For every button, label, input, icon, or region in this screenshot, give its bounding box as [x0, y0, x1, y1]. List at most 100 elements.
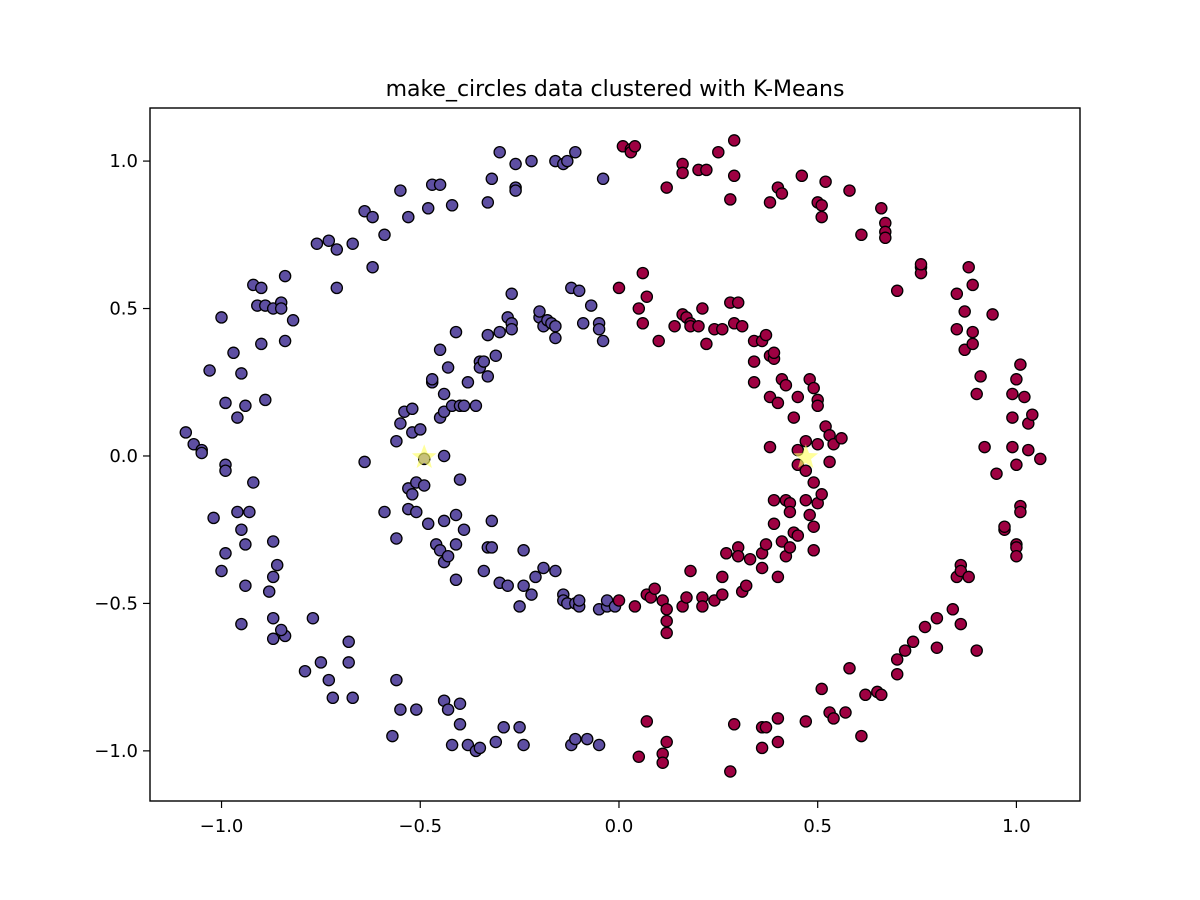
- cluster-1-point-107: [648, 582, 661, 595]
- y-axis-ticks: −1.0 −0.5 0.0 0.5 1.0: [94, 151, 150, 762]
- cluster-0-point-83: [509, 157, 522, 171]
- cluster-1-point-48: [879, 231, 892, 245]
- cluster-0-point-101: [390, 434, 403, 448]
- cluster-1-point-145: [755, 561, 769, 575]
- cluster-0-point-51: [330, 281, 344, 295]
- centroid-star-0: [411, 444, 437, 468]
- cluster-1-point-190: [763, 440, 777, 454]
- cluster-0-point-146: [485, 514, 499, 528]
- cluster-1-point-151: [767, 493, 781, 507]
- cluster-1-point-67: [958, 305, 971, 318]
- cluster-1-point-58: [930, 611, 944, 625]
- cluster-0-point-99: [378, 505, 391, 519]
- cluster-1-point-37: [839, 706, 852, 719]
- points-layer: [179, 134, 1047, 778]
- cluster-1-point-163: [783, 505, 797, 519]
- cluster-0-point-155: [505, 287, 518, 301]
- cluster-1-point-44: [875, 688, 888, 702]
- cluster-1-point-88: [1010, 549, 1023, 563]
- cluster-1-point-183: [815, 488, 828, 501]
- cluster-0-point-132: [449, 573, 463, 587]
- cluster-0-point-96: [592, 738, 606, 752]
- cluster-0-point-15: [235, 367, 248, 380]
- y-tick-label: 0.5: [109, 299, 138, 320]
- cluster-0-point-26: [255, 281, 268, 295]
- cluster-0-point-66: [421, 202, 435, 215]
- cluster-0-point-138: [469, 399, 483, 413]
- cluster-0-point-48: [322, 673, 336, 687]
- cluster-0-point-28: [259, 393, 272, 407]
- cluster-0-point-163: [537, 561, 550, 575]
- cluster-0-point-98: [358, 455, 371, 469]
- cluster-0-point-80: [489, 735, 503, 749]
- cluster-1-point-28: [795, 169, 809, 183]
- cluster-0-point-33: [278, 269, 292, 283]
- cluster-1-point-165: [787, 411, 801, 424]
- cluster-1-point-179: [807, 381, 820, 395]
- cluster-1-point-128: [716, 588, 729, 601]
- cluster-1-point-53: [906, 635, 920, 649]
- cluster-0-point-159: [525, 588, 538, 601]
- y-tick-label: −1.0: [94, 741, 138, 762]
- cluster-1-point-187: [823, 455, 836, 469]
- cluster-0-point-108: [406, 402, 419, 416]
- cluster-1-point-82: [1006, 387, 1019, 401]
- cluster-1-point-17: [727, 134, 741, 147]
- cluster-1-point-104: [640, 290, 654, 303]
- cluster-1-point-131: [720, 547, 733, 560]
- cluster-1-point-4: [632, 750, 646, 764]
- cluster-1-point-56: [914, 258, 928, 271]
- cluster-1-point-11: [676, 166, 689, 180]
- cluster-1-point-110: [660, 603, 673, 616]
- cluster-0-point-14: [231, 505, 244, 519]
- cluster-0-point-135: [457, 523, 471, 536]
- cluster-0-point-77: [473, 741, 487, 755]
- cluster-1-point-143: [747, 376, 761, 389]
- x-tick-label: −1.0: [200, 816, 244, 837]
- cluster-0-point-156: [513, 600, 526, 613]
- cluster-0-point-13: [231, 411, 244, 424]
- cluster-1-point-57: [918, 620, 932, 634]
- cluster-1-point-92: [1010, 458, 1023, 472]
- cluster-1-point-21: [759, 721, 773, 734]
- cluster-0-point-86: [513, 721, 526, 734]
- cluster-0-point-36: [270, 558, 284, 572]
- cluster-0-point-114: [421, 517, 435, 531]
- cluster-0-point-88: [525, 154, 538, 168]
- centers-layer: [411, 444, 819, 468]
- cluster-1-point-62: [950, 322, 964, 336]
- cluster-0-point-65: [410, 703, 423, 716]
- cluster-1-point-164: [783, 541, 797, 554]
- cluster-1-point-76: [974, 370, 987, 383]
- cluster-1-point-5: [640, 715, 654, 728]
- cluster-1-point-176: [807, 520, 820, 533]
- cluster-0-point-126: [441, 549, 455, 563]
- cluster-1-point-41: [855, 729, 868, 743]
- cluster-1-point-137: [735, 319, 749, 333]
- cluster-1-point-7: [660, 735, 673, 749]
- chart-title: make_circles data clustered with K-Means: [386, 77, 845, 102]
- cluster-0-point-57: [366, 210, 379, 224]
- cluster-1-point-99: [612, 594, 626, 607]
- cluster-1-point-72: [966, 325, 979, 339]
- x-tick-label: 0.5: [803, 816, 832, 837]
- cluster-0-point-121: [437, 449, 451, 463]
- cluster-1-point-147: [759, 328, 773, 342]
- cluster-1-point-49: [890, 284, 904, 298]
- cluster-0-point-95: [580, 732, 594, 746]
- cluster-0-point-147: [485, 541, 499, 554]
- cluster-1-point-155: [771, 396, 785, 410]
- cluster-0-point-175: [572, 284, 586, 298]
- cluster-1-point-81: [998, 520, 1011, 533]
- cluster-0-point-125: [437, 514, 451, 528]
- cluster-0-point-12: [227, 346, 240, 360]
- cluster-0-point-94: [569, 732, 582, 746]
- cluster-1-point-24: [771, 712, 785, 725]
- cluster-1-point-189: [835, 432, 848, 445]
- cluster-0-point-142: [477, 564, 491, 578]
- cluster-1-point-78: [986, 308, 999, 321]
- cluster-0-point-5: [207, 511, 220, 525]
- cluster-1-point-52: [898, 644, 912, 657]
